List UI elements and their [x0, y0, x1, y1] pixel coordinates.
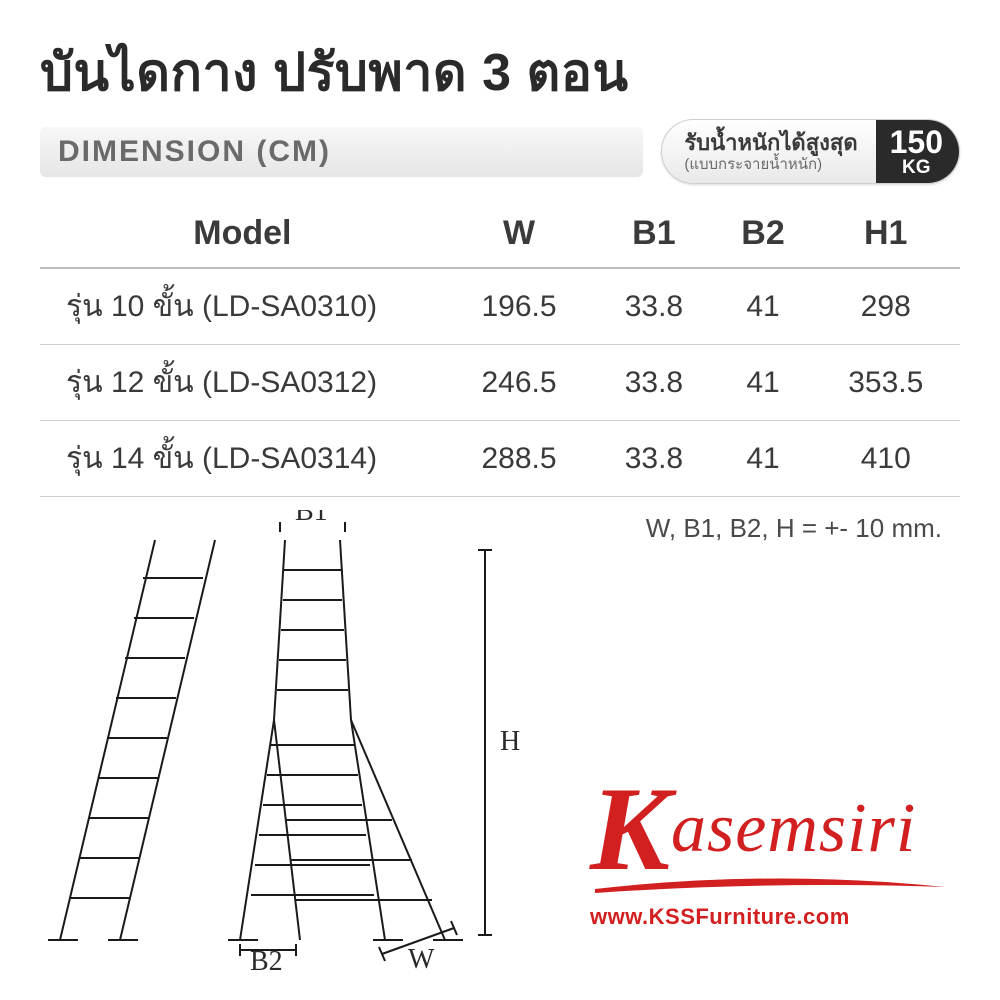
cell-b2: 41	[715, 345, 812, 421]
table-row: รุ่น 10 ขั้น (LD-SA0310) 196.5 33.8 41 2…	[40, 268, 960, 345]
cell-w: 196.5	[445, 268, 593, 345]
cell-b1: 33.8	[593, 421, 714, 497]
table-header-row: Model W B1 B2 H1	[40, 202, 960, 268]
cell-b1: 33.8	[593, 268, 714, 345]
cell-b2: 41	[715, 268, 812, 345]
col-header-w: W	[445, 202, 593, 268]
max-weight-number: 150 KG	[876, 120, 959, 183]
cell-b2: 41	[715, 421, 812, 497]
dimension-diagram: B1 B2 W H	[40, 510, 560, 970]
max-weight-badge: รับน้ำหนักได้สูงสุด (แบบกระจายน้ำหนัก) 1…	[661, 119, 960, 184]
col-header-model: Model	[40, 202, 445, 268]
page-title: บันไดกาง ปรับพาด 3 ตอน	[40, 30, 960, 113]
brand-rest: asemsiri	[671, 790, 916, 867]
ladder-straight-icon	[48, 540, 215, 940]
max-weight-line1: รับน้ำหนักได้สูงสุด	[684, 130, 857, 155]
cell-model: รุ่น 14 ขั้น (LD-SA0314)	[40, 421, 445, 497]
ladder-diagram-svg: B1 B2 W H	[40, 510, 560, 970]
max-weight-unit: KG	[902, 158, 931, 177]
cell-model: รุ่น 12 ขั้น (LD-SA0312)	[40, 345, 445, 421]
cell-h1: 353.5	[811, 345, 960, 421]
cell-h1: 298	[811, 268, 960, 345]
diagram-label-b1: B1	[295, 510, 328, 527]
cell-w: 246.5	[445, 345, 593, 421]
cell-b1: 33.8	[593, 345, 714, 421]
max-weight-value: 150	[890, 126, 943, 158]
brand-logo: Kasemsiri www.KSSFurniture.com	[590, 775, 950, 930]
brand-url: www.KSSFurniture.com	[590, 904, 950, 930]
diagram-label-h: H	[500, 726, 520, 757]
col-header-b2: B2	[715, 202, 812, 268]
col-header-b1: B1	[593, 202, 714, 268]
max-weight-line2: (แบบกระจายน้ำหนัก)	[684, 156, 857, 173]
col-header-h1: H1	[811, 202, 960, 268]
table-row: รุ่น 14 ขั้น (LD-SA0314) 288.5 33.8 41 4…	[40, 421, 960, 497]
cell-h1: 410	[811, 421, 960, 497]
diagram-label-b2: B2	[250, 946, 283, 970]
dim-line-h	[478, 550, 492, 935]
dimension-table: Model W B1 B2 H1 รุ่น 10 ขั้น (LD-SA0310…	[40, 202, 960, 497]
brand-name: Kasemsiri	[590, 775, 950, 883]
brand-initial: K	[590, 762, 671, 895]
subhead-row: DIMENSION (CM) รับน้ำหนักได้สูงสุด (แบบก…	[40, 119, 960, 184]
table-row: รุ่น 12 ขั้น (LD-SA0312) 246.5 33.8 41 3…	[40, 345, 960, 421]
max-weight-text: รับน้ำหนักได้สูงสุด (แบบกระจายน้ำหนัก)	[662, 120, 875, 183]
cell-model: รุ่น 10 ขั้น (LD-SA0310)	[40, 268, 445, 345]
ladder-aframe-icon	[228, 540, 463, 940]
diagram-label-w: W	[408, 944, 435, 970]
dimension-label: DIMENSION (CM)	[40, 127, 643, 177]
cell-w: 288.5	[445, 421, 593, 497]
